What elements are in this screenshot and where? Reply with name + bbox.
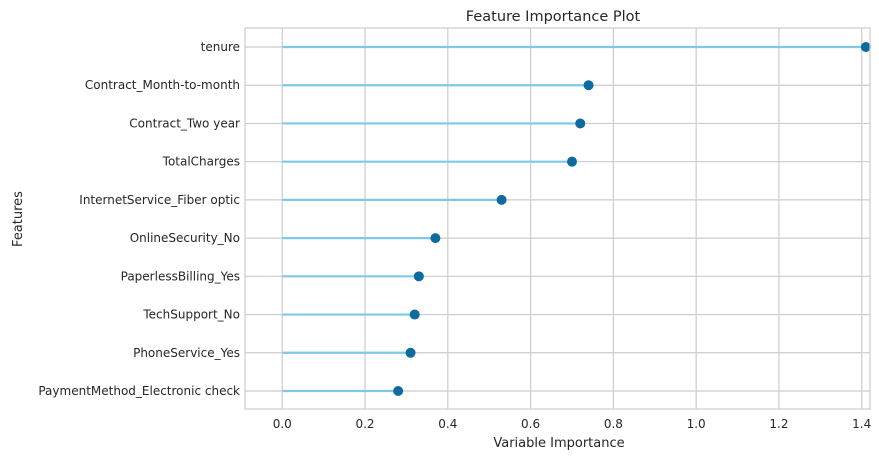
x-axis-label: Variable Importance	[493, 436, 624, 451]
importance-marker	[409, 309, 420, 320]
importance-marker	[860, 42, 871, 52]
importance-marker	[566, 156, 577, 167]
x-tick-label: 1.2	[769, 417, 788, 431]
importance-marker	[413, 271, 424, 282]
y-axis-label: Features	[11, 191, 26, 247]
x-tick-label: 0.4	[438, 417, 457, 431]
y-tick-label: TechSupport_No	[142, 308, 240, 322]
importance-marker	[393, 386, 404, 396]
x-tick-label: 0.2	[355, 417, 374, 431]
y-tick-label: tenure	[201, 40, 240, 54]
importance-marker	[405, 347, 416, 358]
y-tick-label: PaperlessBilling_Yes	[121, 269, 240, 283]
x-tick-labels: 0.0 0.2 0.4 0.6 0.8 1.0 1.2 1.4	[273, 417, 872, 431]
y-tick-labels: tenure Contract_Month-to-month Contract_Tw…	[38, 40, 240, 398]
x-tick-label: 0.6	[521, 417, 540, 431]
importance-marker	[496, 194, 507, 205]
y-tick-label: Contract_Month-to-month	[85, 78, 240, 92]
chart-title: Feature Importance Plot	[466, 9, 641, 25]
x-tick-label: 0.8	[604, 417, 623, 431]
importance-marker	[430, 233, 441, 244]
y-tick-label: InternetService_Fiber optic	[79, 193, 240, 207]
importance-marker	[583, 80, 594, 91]
plot-frame	[244, 27, 871, 410]
x-tick-label: 1.4	[852, 417, 871, 431]
x-tick-label: 0.0	[273, 417, 292, 431]
y-tick-label: Contract_Two year	[129, 116, 240, 130]
y-tick-label: PaymentMethod_Electronic check	[38, 384, 240, 398]
y-tick-label: PhoneService_Yes	[133, 346, 240, 360]
stem-layer	[282, 45, 866, 393]
marker-layer	[393, 42, 871, 396]
x-tick-label: 1.0	[687, 417, 706, 431]
y-tick-label: OnlineSecurity_No	[130, 231, 240, 245]
importance-marker	[575, 118, 586, 129]
y-tick-label: TotalCharges	[162, 155, 240, 169]
